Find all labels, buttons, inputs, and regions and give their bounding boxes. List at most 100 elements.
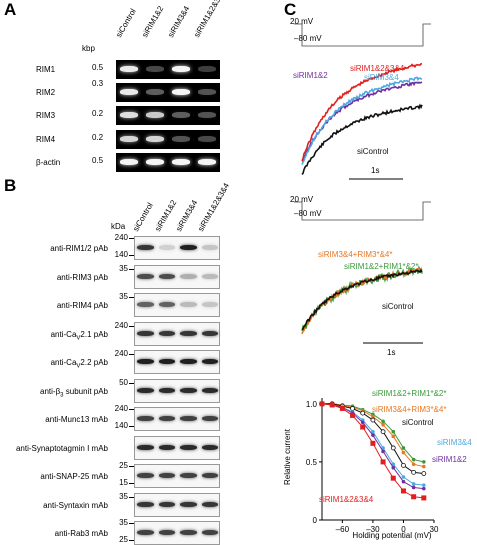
panel-b-marker-label: 35 <box>119 518 128 527</box>
mid-hold-label: –80 mV <box>294 209 322 218</box>
panel-a-band <box>146 66 164 72</box>
panel-b-band <box>201 330 218 336</box>
chart-point <box>390 445 396 451</box>
top-trace-siRIM1-2-3-4 <box>301 62 423 162</box>
panel-a-lane-label: siRIM3&4 <box>166 4 192 40</box>
panel-b-band <box>137 501 154 507</box>
panel-b-marker-tick <box>129 409 134 410</box>
chart-x-tick-label: –60 <box>336 525 350 534</box>
panel-b-band <box>137 359 154 364</box>
panel-b-band <box>137 330 154 336</box>
mid-step-label: 20 mV <box>290 195 314 204</box>
panel-b-marker-label: 25 <box>119 535 128 544</box>
chart-point <box>401 479 406 484</box>
panel-a-band <box>172 136 190 142</box>
panel-c-letter: C <box>284 0 297 19</box>
panel-a-band <box>120 112 138 118</box>
panel-b-letter: B <box>4 176 17 195</box>
chart-point <box>371 433 375 437</box>
panel-b-band <box>201 387 218 393</box>
mid-scale-label: 1s <box>387 348 395 357</box>
chart-point <box>370 417 376 423</box>
panel-b-row-label: anti-CaV2.1 pAb <box>50 329 108 342</box>
panel-b-band <box>180 273 197 279</box>
panel-b-band <box>201 359 218 364</box>
panel-b-marker-label: 35 <box>119 263 128 273</box>
panel-a-band <box>198 159 216 165</box>
chart-point <box>401 446 406 450</box>
panel-b-band <box>201 302 218 307</box>
panel-a-lane-label: siControl <box>114 7 138 39</box>
panel-b-marker-tick <box>129 255 134 256</box>
panel-a-gel-strip <box>116 153 220 172</box>
legend-quad: siRIM1&2&3&4 <box>319 495 374 504</box>
panel-b-band <box>158 245 175 250</box>
chart-y-tick-label: 0 <box>313 516 318 525</box>
panel-a-gel-strip <box>116 106 220 125</box>
chart-point <box>411 457 416 462</box>
chart-point <box>380 429 386 435</box>
panel-a-row-label: RIM1 <box>36 65 56 74</box>
panel-b-band <box>201 444 218 450</box>
panel-a-row-label: RIM2 <box>36 88 56 97</box>
panel-b-band <box>158 359 175 364</box>
panel-b-marker-label: 140 <box>114 421 128 430</box>
panel-b-band <box>180 387 197 393</box>
panel-a-kbp-value: 0.2 <box>92 133 104 142</box>
panel-a-gel-strip <box>116 130 220 149</box>
chart-point <box>421 471 427 476</box>
chart-point <box>401 450 406 455</box>
chart-x-tick-label: 0 <box>401 525 406 534</box>
inactivation-chart: –60 –30 0 30 0 0.5 1.0 siRIM1&2+RIM1*&2* siRIM… <box>283 389 472 540</box>
panel-b-band <box>158 444 175 450</box>
chart-point <box>381 422 385 427</box>
panel-a-band <box>172 159 190 165</box>
panel-b-marker-label: 35 <box>119 292 128 301</box>
panel-b-band <box>137 444 154 450</box>
panel-a-band <box>120 136 138 142</box>
panel-b-marker-tick <box>129 496 134 498</box>
chart-point <box>422 464 426 469</box>
panel-b-band <box>137 416 154 421</box>
chart-point <box>360 410 366 416</box>
mid-trace-siControl <box>301 268 423 331</box>
mid-trace-siRIM1-2-rescue <box>301 264 423 331</box>
chart-point <box>422 483 426 487</box>
voltage-protocol-top <box>294 23 431 47</box>
panel-b-marker-tick <box>129 540 134 541</box>
panel-a-gel-strip <box>116 83 220 102</box>
panel-b-row-label: anti-RIM1/2 pAb <box>50 244 108 253</box>
panel-b-marker-label: 15 <box>119 478 128 487</box>
mid-trace-label-r34-rescue: siRIM3&4+RIM3*&4* <box>318 250 392 259</box>
chart-x-tick-label: –30 <box>366 525 380 534</box>
chart-x-tick-label: 30 <box>430 525 439 534</box>
mid-trace-label-r12-rescue: siRIM1&2+RIM1*&2* <box>344 262 418 271</box>
chart-point <box>411 469 417 475</box>
chart-point <box>371 414 375 419</box>
panel-b-marker-label: 25 <box>119 461 128 470</box>
panel-b-marker-tick <box>129 426 134 427</box>
chart-point <box>329 402 335 408</box>
panel-a-band <box>146 89 164 95</box>
panel-b-band <box>158 387 175 393</box>
legend-r12-rescue: siRIM1&2+RIM1*&2* <box>372 389 446 398</box>
panel-a-band <box>120 159 138 165</box>
chart-point <box>370 440 376 446</box>
legend-r12: siRIM1&2 <box>432 455 467 464</box>
panel-c-middle-traces: 20 mV –80 mV siRIM3&4+RIM3*&4* siRIM1&2+… <box>290 195 431 357</box>
chart-point <box>401 475 406 479</box>
panel-b-band <box>158 273 175 279</box>
panel-b-band <box>158 302 175 307</box>
chart-point <box>371 429 375 434</box>
panel-b-marker-label: 50 <box>119 377 128 387</box>
chart-point <box>381 419 385 424</box>
top-trace-siControl <box>301 103 423 175</box>
panel-b-band <box>180 359 197 364</box>
chart-point <box>360 420 365 425</box>
top-hold-label: –80 mV <box>294 34 322 43</box>
panel-b-row-label: anti-RIM4 pAb <box>56 301 108 310</box>
panel-b-marker-tick <box>129 268 134 270</box>
panel-b-kda-header: kDa <box>111 222 126 231</box>
top-scale-label: 1s <box>371 166 379 175</box>
chart-y-tick-label: 0.5 <box>306 458 318 467</box>
